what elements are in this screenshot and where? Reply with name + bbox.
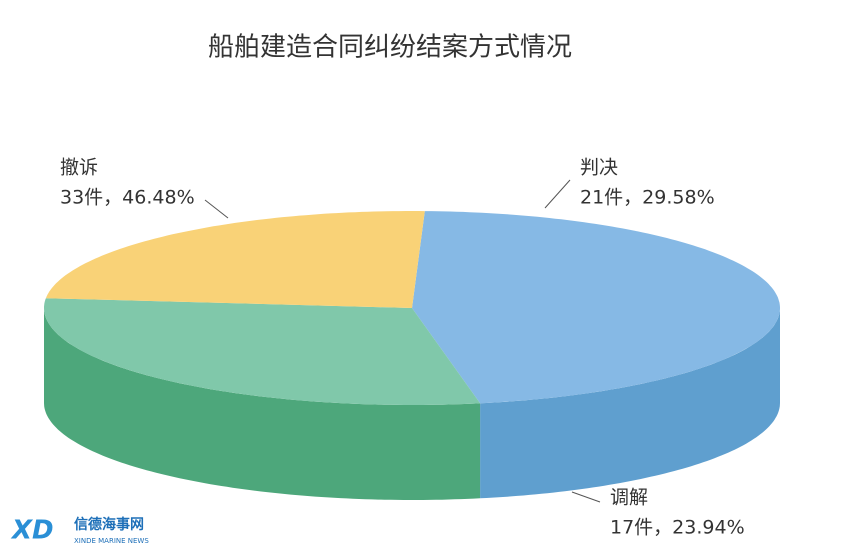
slice-side — [480, 308, 780, 499]
leader-line — [544, 179, 571, 209]
value-label: 21件，29.58% — [580, 187, 715, 209]
slice — [412, 211, 780, 404]
slice — [44, 298, 481, 405]
value-label: 33件，46.48% — [60, 187, 195, 209]
slice — [45, 211, 425, 308]
watermark: XD 信德海事网 XINDE MARINE NEWS — [10, 516, 149, 546]
category-label: 调解 — [610, 487, 648, 509]
chart-title: 船舶建造合同纠纷结案方式情况 — [208, 33, 572, 63]
leader-line — [571, 491, 601, 503]
slice-side — [44, 308, 481, 500]
category-label: 判决 — [580, 157, 618, 179]
logo: XD — [10, 516, 54, 546]
logo-subtitle: XINDE MARINE NEWS — [74, 537, 149, 545]
value-label: 17件，23.94% — [610, 517, 745, 539]
logo-name: 信德海事网 — [74, 516, 144, 533]
leader-line — [204, 199, 229, 219]
category-label: 撤诉 — [60, 157, 98, 179]
